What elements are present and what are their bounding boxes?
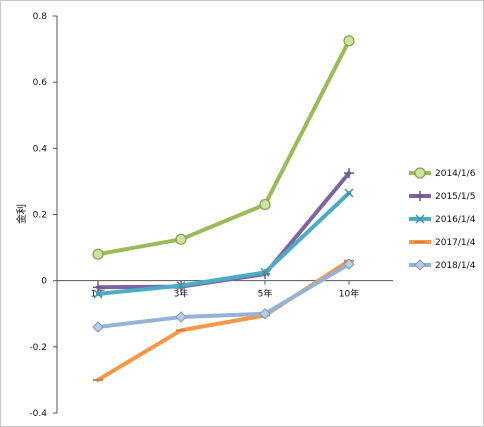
legend-item: 2016/1/4 <box>409 214 476 225</box>
data-point <box>343 258 355 270</box>
data-point <box>176 281 186 291</box>
legend: 2014/1/6 2015/1/5 2016/1/4 2017/1/4 2018/1/4 <box>409 167 476 271</box>
y-tick-label: 0 <box>41 277 47 287</box>
x-tick-label: 3年 <box>174 288 189 300</box>
y-axis-label: 金利 <box>15 204 28 224</box>
legend-label: 2016/1/4 <box>435 215 476 225</box>
legend-marker <box>414 259 426 271</box>
data-point <box>259 308 271 320</box>
data-point <box>93 282 103 293</box>
x-tick-label: 5年 <box>258 288 273 300</box>
data-point <box>175 233 187 245</box>
legend-marker <box>415 214 425 224</box>
y-tick-label: 0.2 <box>33 211 47 221</box>
legend-item: 2015/1/5 <box>409 191 475 202</box>
legend-label: 2015/1/5 <box>435 192 475 202</box>
legend-marker <box>415 191 425 201</box>
y-tick-label: 0.8 <box>33 12 48 22</box>
series-line <box>96 190 351 296</box>
data-point <box>175 311 187 323</box>
legend-item: 2017/1/4 <box>409 238 476 248</box>
data-point <box>344 188 354 198</box>
legend-item: 2018/1/4 <box>409 259 476 271</box>
data-point <box>93 289 103 299</box>
legend-marker <box>414 167 426 179</box>
series-line <box>96 262 351 329</box>
x-tick-label: 10年 <box>339 288 359 300</box>
y-tick-label: 0.6 <box>33 78 48 88</box>
data-point <box>259 198 271 211</box>
y-tick-label: -0.2 <box>29 343 47 353</box>
data-point <box>92 321 104 333</box>
series-2016/1/4 <box>93 188 354 299</box>
y-tick-label: -0.4 <box>29 409 47 419</box>
axes <box>56 16 393 413</box>
legend-label: 2018/1/4 <box>435 261 476 271</box>
series-2015/1/5 <box>93 168 354 293</box>
y-tick-labels: 0.8 0.6 0.4 0.2 0 -0.2 -0.4 <box>29 12 57 419</box>
series-2018/1/4 <box>92 258 355 333</box>
series-2014/1/6 <box>92 35 355 260</box>
legend-label: 2017/1/4 <box>435 238 476 248</box>
data-point <box>343 35 355 47</box>
data-point <box>344 168 354 179</box>
series-line <box>96 38 351 257</box>
legend-item: 2014/1/6 <box>409 167 476 179</box>
data-point <box>260 267 270 277</box>
data-point <box>92 248 104 260</box>
series-layer <box>92 35 355 382</box>
legend-label: 2014/1/6 <box>435 169 476 179</box>
y-tick-label: 0.4 <box>33 144 48 154</box>
